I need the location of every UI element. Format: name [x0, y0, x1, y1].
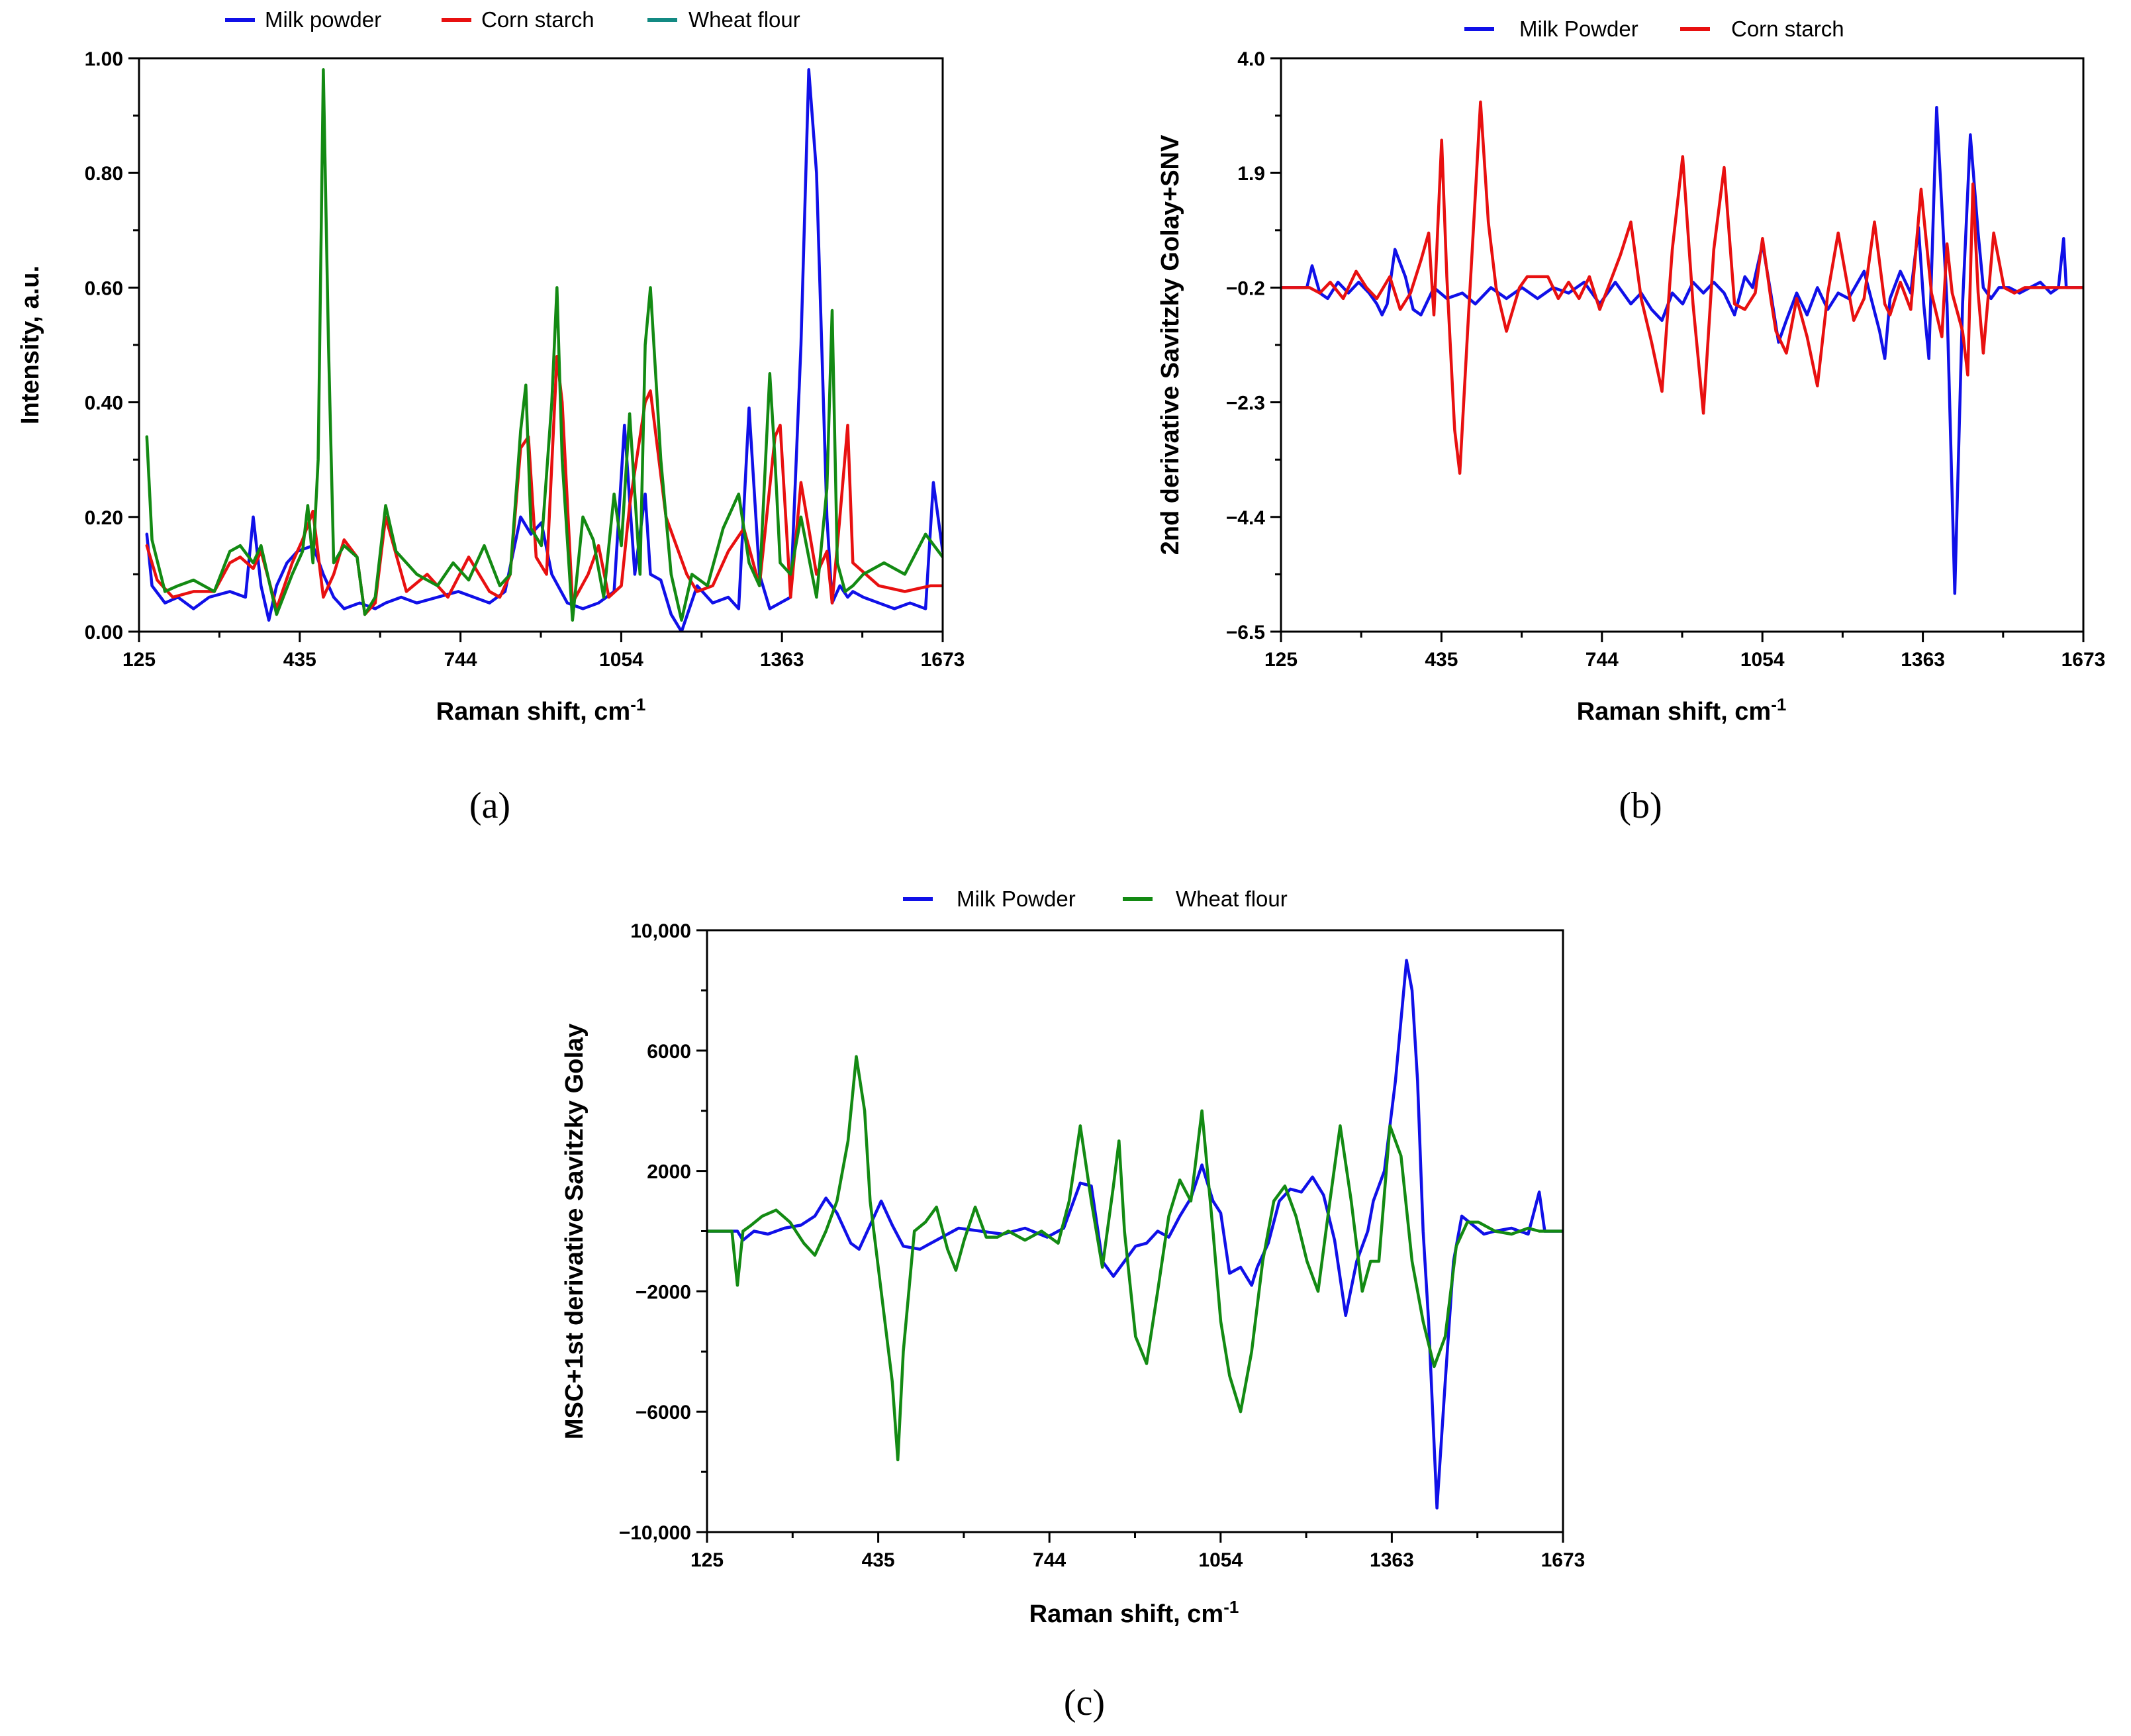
panel-a-y-tick-label: 0.00 — [85, 622, 123, 644]
panel-b-legend: Milk Powder Corn starch — [1464, 17, 1844, 41]
panel-a-series-line-corn-starch — [145, 355, 943, 616]
panel-c-x-axis-title-sup: -1 — [1223, 1597, 1239, 1617]
panel-a-legend-label-1: Corn starch — [481, 7, 594, 32]
panel-c-y-tick-label: 6000 — [647, 1041, 691, 1063]
panel-b-y-tick-label: −0.2 — [1226, 277, 1265, 299]
panel-b-legend-label-0: Milk Powder — [1519, 17, 1638, 41]
panel-b-y-axis-title: 2nd derivative Savitzky Golay+SNV — [1157, 134, 1184, 555]
panel-a-y-tick-label: 0.20 — [85, 507, 123, 529]
panel-a-series-line-milk-powder — [145, 68, 943, 632]
panel-a-x-tick-label: 1363 — [760, 649, 804, 671]
panel-a-plot-area: 125 435 744 1054 1363 1673 0.00 0.20 0.40 0.60 0.8… — [85, 48, 965, 671]
panel-b-label: (b) — [1619, 785, 1662, 826]
panel-a-x-tick-label: 744 — [444, 649, 477, 671]
panel-c-y-tick-label: 10,000 — [630, 920, 691, 942]
panel-c-series-line-milk-powder — [707, 959, 1563, 1510]
panel-c-x-axis-title-main: Raman shift, cm — [1029, 1600, 1224, 1628]
panel-a-legend-label-2: Wheat flour — [688, 7, 800, 32]
panel-b-x-tick-label: 1054 — [1740, 649, 1785, 671]
panel-a-y-tick-label: 0.60 — [85, 277, 123, 299]
panel-b-y-tick-label: −4.4 — [1226, 507, 1266, 529]
panel-b-series-line-milk-powder — [1281, 105, 2083, 595]
panel-b-y-tick-label: 4.0 — [1237, 48, 1265, 70]
panel-c-y-tick-label: −10,000 — [619, 1522, 691, 1544]
panel-c-x-tick-label: 435 — [862, 1549, 895, 1571]
panel-c-x-tick-label: 744 — [1033, 1549, 1066, 1571]
panel-a-x-tick-label: 435 — [283, 649, 316, 671]
panel-a-x-axis-title: Raman shift, cm-1 — [436, 695, 646, 726]
panel-a-legend: Milk powder Corn starch Wheat flour — [225, 7, 800, 32]
panel-b-plot-area: 125 435 744 1054 1363 1673 −6.5 −4.4 −2.3 −0.2 1.9… — [1226, 48, 2106, 671]
panel-a: Milk powder Corn starch Wheat flour 125 4… — [17, 7, 965, 826]
panel-b-series-line-corn-starch — [1281, 100, 2083, 475]
panel-b-legend-label-1: Corn starch — [1731, 17, 1844, 41]
panel-c-legend-label-0: Milk Powder — [957, 887, 1076, 911]
panel-c-legend-label-1: Wheat flour — [1176, 887, 1288, 911]
panel-a-y-tick-label: 1.00 — [85, 48, 123, 70]
panel-c-plot-area: 125 435 744 1054 1363 1673 −10,000 −6000 −2000 20… — [619, 920, 1586, 1571]
panel-b-x-tick-label: 1673 — [2061, 649, 2106, 671]
panel-c-x-tick-label: 1054 — [1198, 1549, 1243, 1571]
panel-a-series-line-wheat-flour — [145, 68, 943, 622]
panel-b-x-tick-label: 744 — [1586, 649, 1619, 671]
panel-c-legend: Milk Powder Wheat flour — [903, 887, 1288, 911]
panel-c-frame — [706, 929, 1564, 1533]
panel-b-y-tick-label: −6.5 — [1226, 622, 1265, 644]
panel-a-x-tick-label: 1054 — [599, 649, 643, 671]
panel-a-x-tick-label: 125 — [122, 649, 156, 671]
panel-b-frame — [1280, 57, 2085, 633]
panel-a-y-tick-label: 0.80 — [85, 163, 123, 185]
panel-a-y-tick-label: 0.40 — [85, 393, 123, 414]
panel-c-x-axis-title: Raman shift, cm-1 — [1029, 1597, 1239, 1628]
panel-b-x-axis-title-main: Raman shift, cm — [1577, 698, 1772, 726]
panel-b-x-axis-title-sup: -1 — [1771, 695, 1786, 714]
panel-a-y-axis-title: Intensity, a.u. — [17, 265, 44, 424]
panel-b-y-tick-label: −2.3 — [1226, 393, 1265, 414]
panel-b-x-tick-label: 1363 — [1901, 649, 1945, 671]
panel-a-frame — [138, 57, 944, 633]
panel-b: Milk Powder Corn starch 125 435 744 1054 136… — [1157, 17, 2105, 826]
panel-c-x-tick-label: 1363 — [1370, 1549, 1414, 1571]
panel-a-x-axis-title-sup: -1 — [630, 695, 645, 714]
panel-a-label: (a) — [469, 785, 510, 826]
panel-c-y-axis-title: MSC+1st derivative Savitzky Golay — [561, 1024, 589, 1439]
panel-c-series-line-wheat-flour — [707, 1055, 1563, 1462]
panel-a-x-axis-title-main: Raman shift, cm — [436, 698, 631, 726]
panel-a-x-tick-label: 1673 — [921, 649, 965, 671]
panel-a-legend-label-0: Milk powder — [265, 7, 381, 32]
panel-c: Milk Powder Wheat flour 125 435 744 1054 136… — [561, 887, 1585, 1723]
panel-b-x-tick-label: 125 — [1264, 649, 1298, 671]
panel-b-x-tick-label: 435 — [1425, 649, 1458, 671]
panel-c-label: (c) — [1064, 1682, 1105, 1723]
panel-c-x-tick-label: 125 — [690, 1549, 724, 1571]
panel-c-y-tick-label: −6000 — [636, 1402, 691, 1423]
panel-b-x-axis-title: Raman shift, cm-1 — [1577, 695, 1787, 726]
panel-b-y-tick-label: 1.9 — [1237, 163, 1265, 185]
panel-c-x-tick-label: 1673 — [1541, 1549, 1586, 1571]
panel-c-y-tick-label: −2000 — [636, 1281, 691, 1303]
panel-c-y-tick-label: 2000 — [647, 1161, 691, 1183]
